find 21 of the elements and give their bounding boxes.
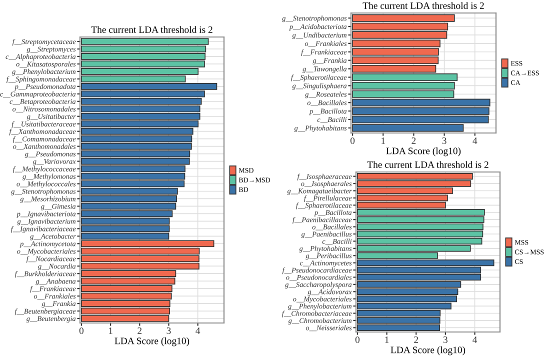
- x-axis-title: LDA Score (log10): [386, 147, 461, 156]
- x-tick-label: 4: [196, 328, 200, 334]
- x-tick-label: 4: [472, 336, 478, 343]
- x-tick-label: 3: [442, 137, 446, 144]
- x-tick-label: 0: [350, 137, 355, 144]
- x-axis-title: LDA Score (log10): [114, 337, 190, 346]
- x-tick-label: 3: [443, 336, 448, 344]
- x-tick-label: 2: [412, 137, 416, 144]
- x-tick-label: 0: [355, 336, 360, 344]
- chart-title: The current LDA threshold is 2: [362, 2, 484, 9]
- x-tick-label: 2: [414, 336, 418, 343]
- x-tick-label: 4: [472, 138, 478, 144]
- x-tick-label: 0: [79, 327, 84, 334]
- chart-title: The current LDA threshold is 2: [367, 161, 488, 168]
- x-tick-label: 3: [166, 327, 171, 334]
- chart-title: The current LDA threshold is 2: [91, 26, 212, 33]
- x-tick-label: 1: [385, 336, 389, 343]
- x-axis-title: LDA Score (log10): [390, 346, 466, 356]
- x-tick-label: 1: [108, 327, 112, 334]
- x-tick-label: 2: [138, 327, 142, 334]
- x-tick-label: 1: [382, 137, 385, 144]
